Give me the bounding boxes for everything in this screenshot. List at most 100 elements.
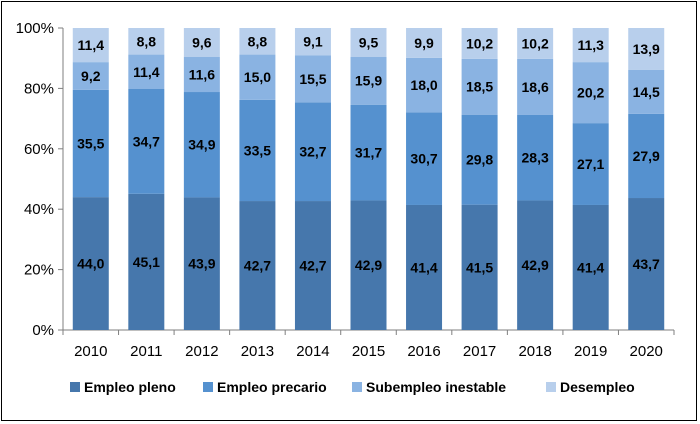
x-tick-label: 2019 — [574, 343, 607, 360]
bar-segment — [294, 28, 331, 56]
data-label: 15,9 — [355, 73, 382, 89]
x-tick-label: 2020 — [630, 343, 663, 360]
data-label: 27,9 — [633, 148, 660, 164]
data-label: 30,7 — [410, 151, 437, 167]
data-label: 9,2 — [81, 68, 101, 84]
bar-segment — [628, 28, 665, 70]
bar-segment — [294, 55, 331, 103]
bar-segment — [128, 193, 165, 330]
data-label: 34,7 — [133, 133, 160, 149]
bar-segment — [628, 113, 665, 199]
data-label: 18,0 — [410, 77, 437, 93]
data-label: 15,5 — [299, 71, 326, 87]
data-label: 33,5 — [244, 142, 271, 158]
data-label: 9,9 — [414, 35, 434, 51]
bar-segment — [406, 112, 443, 205]
data-label: 43,7 — [633, 256, 660, 272]
data-label: 11,4 — [133, 64, 160, 80]
y-tick-label: 0% — [32, 322, 54, 339]
data-label: 14,5 — [633, 84, 660, 100]
data-label: 44,0 — [77, 256, 104, 272]
y-tick-label: 40% — [24, 201, 54, 218]
data-label: 42,7 — [244, 258, 271, 274]
data-label: 18,6 — [522, 79, 549, 95]
legend-swatch — [546, 382, 556, 392]
legend-label: Desempleo — [560, 379, 635, 395]
bar-segment — [72, 28, 109, 63]
bar-segment — [517, 114, 554, 201]
x-tick-label: 2017 — [463, 343, 496, 360]
data-label: 41,4 — [410, 259, 437, 275]
bar-segment — [350, 28, 387, 57]
data-label: 41,5 — [466, 259, 493, 275]
data-label: 18,5 — [466, 79, 493, 95]
data-label: 35,5 — [77, 136, 104, 152]
bar-segment — [461, 58, 498, 115]
data-label: 34,9 — [188, 137, 215, 153]
data-label: 11,4 — [78, 37, 105, 53]
bar-segment — [517, 28, 554, 59]
data-label: 10,2 — [522, 35, 549, 51]
bar-segment — [406, 28, 443, 58]
x-tick-label: 2015 — [352, 343, 385, 360]
bar-segment — [350, 104, 387, 201]
data-label: 42,7 — [299, 258, 326, 274]
data-label: 8,8 — [248, 33, 268, 49]
data-label: 31,7 — [355, 145, 382, 161]
data-label: 9,5 — [359, 34, 379, 50]
y-tick-label: 20% — [24, 262, 54, 279]
bar-segment — [628, 69, 665, 114]
bar-segment — [572, 204, 609, 330]
bar-segment — [72, 89, 109, 198]
legend-swatch — [203, 382, 213, 392]
legend-label: Empleo precario — [217, 379, 327, 395]
x-tick-label: 2011 — [130, 343, 162, 360]
x-tick-label: 2016 — [407, 343, 440, 360]
y-tick-label: 100% — [16, 20, 54, 37]
legend-label: Subempleo inestable — [366, 379, 506, 395]
bar-segment — [72, 197, 109, 330]
x-tick-label: 2013 — [241, 343, 274, 360]
x-tick-label: 2018 — [518, 343, 551, 360]
y-tick-label: 80% — [24, 80, 54, 97]
data-label: 41,4 — [577, 259, 604, 275]
bar-segment — [128, 89, 165, 194]
data-label: 28,3 — [522, 150, 549, 166]
data-label: 9,6 — [192, 34, 212, 50]
bar-segment — [461, 28, 498, 59]
bar-segment — [572, 28, 609, 63]
data-label: 20,2 — [577, 85, 604, 101]
bar-segment — [572, 62, 609, 124]
bar-segment — [294, 102, 331, 202]
data-label: 11,6 — [189, 67, 216, 83]
bar-segment — [239, 99, 276, 202]
data-label: 8,8 — [137, 33, 157, 49]
data-label: 11,3 — [577, 37, 604, 53]
data-label: 27,1 — [577, 156, 604, 172]
y-tick-label: 60% — [24, 141, 54, 158]
legend-swatch — [70, 382, 80, 392]
bar-segment — [183, 92, 220, 198]
bar-segment — [628, 198, 665, 330]
bar-segment — [128, 28, 165, 55]
data-label: 15,0 — [244, 69, 271, 85]
bar-segment — [350, 56, 387, 105]
bar-segment — [294, 201, 331, 330]
bar-segment — [572, 123, 609, 205]
bar-segment — [183, 28, 220, 57]
data-label: 32,7 — [299, 144, 326, 160]
bar-segment — [406, 204, 443, 330]
data-label: 9,1 — [303, 34, 323, 50]
bar-segment — [517, 200, 554, 330]
bar-segment — [461, 114, 498, 205]
bar-segment — [350, 200, 387, 330]
data-label: 43,9 — [188, 256, 215, 272]
legend-swatch — [352, 382, 362, 392]
bar-segment — [517, 58, 554, 115]
data-label: 13,9 — [633, 41, 660, 57]
x-tick-label: 2014 — [296, 343, 329, 360]
bar-segment — [239, 54, 276, 100]
bar-segment — [239, 28, 276, 55]
bar-segment — [406, 57, 443, 113]
